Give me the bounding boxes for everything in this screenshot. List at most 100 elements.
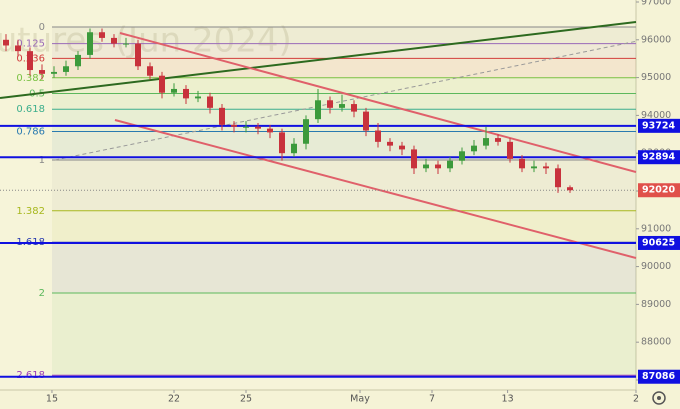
fib-label: 2: [39, 288, 45, 299]
x-tick-label: 2: [633, 394, 639, 405]
candle-body: [471, 145, 477, 152]
candle-body: [111, 37, 117, 44]
candle-body: [543, 166, 549, 169]
last-price-tag: [638, 183, 680, 198]
candle-body: [567, 187, 573, 191]
candle-body: [375, 130, 381, 142]
candle-body: [351, 104, 357, 112]
y-tick-label: 96000: [641, 34, 671, 45]
y-tick-label: 88000: [641, 337, 671, 348]
candle-body: [315, 100, 321, 120]
candle-body: [195, 96, 201, 99]
fib-label: 0.786: [16, 127, 45, 138]
candle-body: [279, 132, 285, 154]
x-tick-label: 7: [429, 394, 435, 405]
candle-body: [243, 126, 249, 128]
fib-band: [52, 159, 636, 211]
candle-body: [63, 66, 69, 72]
candle-body: [39, 70, 45, 74]
candle-body: [423, 164, 429, 169]
candle-body: [399, 145, 405, 150]
candle-body: [27, 51, 33, 71]
x-tick-label: 15: [46, 394, 58, 405]
fib-band: [52, 293, 636, 376]
y-tick-label: 91000: [641, 223, 671, 234]
plot-area: [0, 0, 636, 390]
fib-label: 2.618: [16, 370, 45, 381]
candle-body: [159, 75, 165, 93]
candle-body: [459, 151, 465, 161]
fib-band: [52, 131, 636, 160]
fib-label: 1.382: [16, 206, 45, 217]
y-tick-label: 94000: [641, 110, 671, 121]
x-tick-label: 13: [502, 394, 514, 405]
candle-body: [495, 138, 501, 142]
trend-line: [114, 119, 637, 259]
candle-body: [183, 88, 189, 99]
price-tag-label: 92894: [642, 152, 675, 163]
price-tag: [638, 369, 680, 384]
price-tag: [638, 150, 680, 165]
y-tick-label: 97000: [641, 0, 671, 8]
candle-body: [219, 107, 225, 125]
candle-body: [123, 43, 129, 45]
y-tick-label: 90000: [641, 261, 671, 272]
y-tick-label: 95000: [641, 72, 671, 83]
candle-body: [147, 66, 153, 76]
candle-body: [363, 111, 369, 131]
candle-body: [255, 126, 261, 129]
candle-body: [447, 160, 453, 169]
time-axis: [0, 390, 636, 409]
fib-band: [52, 210, 636, 243]
candle-body: [507, 141, 513, 159]
settings-button[interactable]: [652, 391, 666, 405]
trend-line: [54, 40, 637, 161]
candle-body: [303, 119, 309, 144]
candle-body: [519, 158, 525, 169]
price-axis: [636, 0, 680, 409]
price-tag: [638, 118, 680, 133]
gear-icon[interactable]: [652, 391, 666, 405]
fib-label: 1: [39, 155, 45, 166]
candle-body: [531, 166, 537, 169]
price-tag-label: 93724: [642, 120, 675, 131]
candle-body: [327, 100, 333, 108]
candle-body: [411, 149, 417, 169]
trend-line: [0, 21, 637, 100]
fib-band: [52, 242, 636, 294]
candle-body: [291, 143, 297, 154]
x-tick-label: May: [350, 394, 370, 405]
price-tag-label: 87086: [642, 371, 675, 382]
candle-body: [15, 45, 21, 52]
candle-body: [99, 32, 105, 38]
fib-band: [52, 58, 636, 78]
fib-label: 0.125: [16, 39, 45, 50]
y-tick-label: 89000: [641, 299, 671, 310]
last-price-label: 92020: [642, 185, 675, 196]
price-tag-label: 90625: [642, 237, 675, 248]
price-tag: [638, 235, 680, 250]
candle-body: [135, 43, 141, 67]
x-tick-label: 22: [168, 394, 180, 405]
fib-band: [52, 77, 636, 94]
candle-body: [51, 71, 57, 74]
candle-body: [339, 104, 345, 108]
trend-line: [119, 32, 637, 173]
candle-body: [207, 96, 213, 108]
candle-body: [555, 168, 561, 188]
fib-label: 0: [39, 22, 45, 33]
candle-body: [87, 32, 93, 55]
candle-body: [387, 141, 393, 146]
fib-band: [52, 26, 636, 44]
candle-body: [267, 128, 273, 133]
candle-body: [231, 124, 237, 127]
gear-center: [657, 396, 661, 400]
candle-body: [435, 164, 441, 169]
candle-body: [171, 88, 177, 93]
fib-band: [52, 109, 636, 132]
fib-label: 0.618: [16, 104, 45, 115]
x-tick-label: 25: [240, 394, 252, 405]
candle-body: [3, 39, 9, 46]
candle-body: [483, 138, 489, 146]
